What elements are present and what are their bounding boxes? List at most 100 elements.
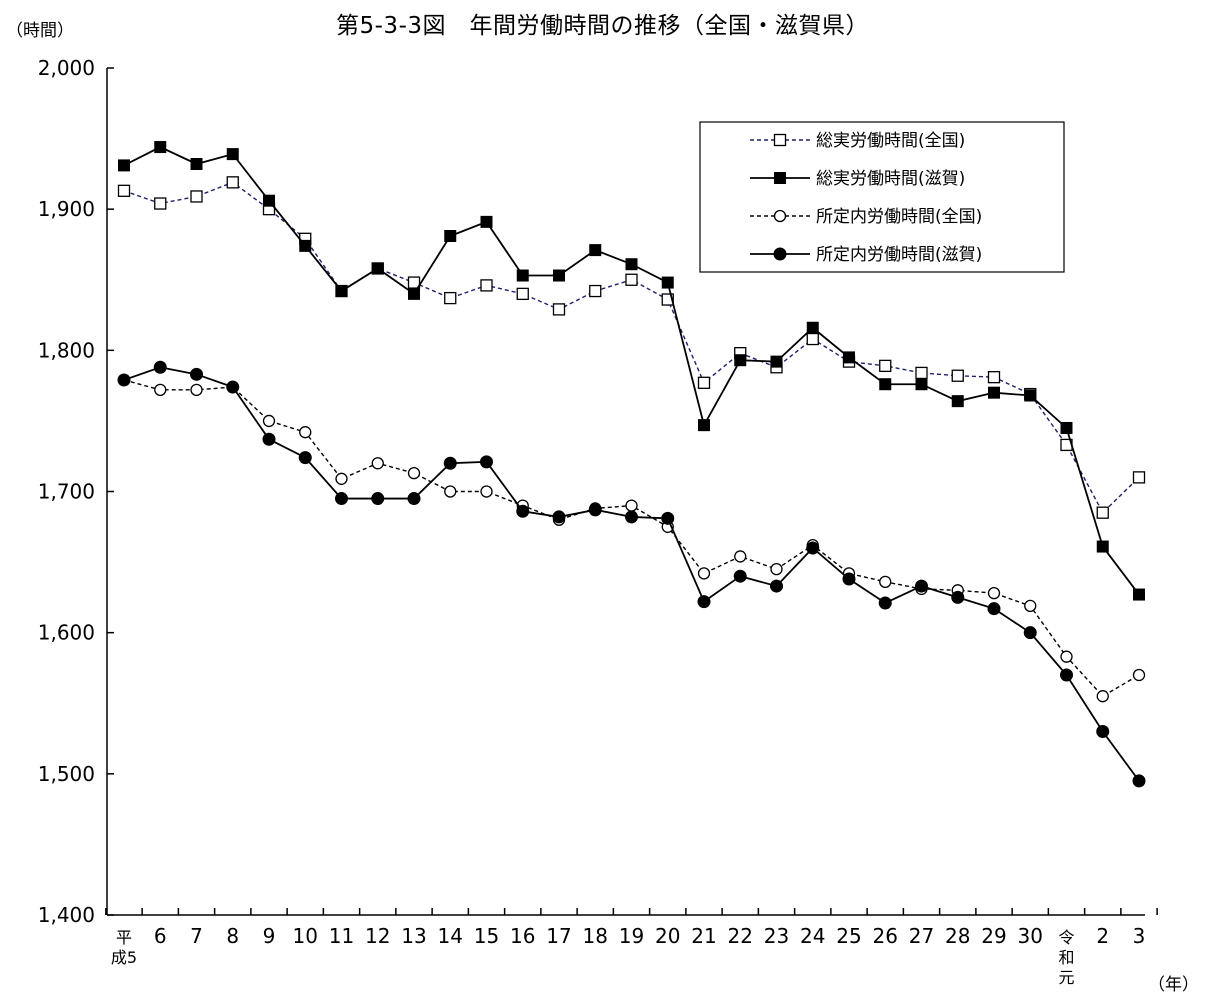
- data-point: [770, 355, 783, 368]
- x-tick-label: 18: [583, 924, 608, 948]
- data-point: [444, 229, 457, 242]
- data-point: [734, 550, 747, 563]
- data-point: [987, 371, 1001, 384]
- legend-label: 総実労働時間(全国): [816, 131, 965, 151]
- series-2: [118, 141, 1145, 601]
- x-tick-label: 2: [1096, 924, 1109, 948]
- data-point: [1024, 389, 1037, 402]
- data-point: [552, 510, 566, 524]
- data-point: [1096, 540, 1109, 553]
- data-point: [661, 511, 675, 525]
- data-point: [226, 176, 239, 189]
- data-point: [298, 451, 312, 465]
- data-point: [733, 569, 747, 583]
- data-point: [806, 321, 819, 334]
- series-4: [117, 360, 1146, 788]
- data-point: [1023, 626, 1037, 640]
- legend-marker: [773, 209, 787, 223]
- x-tick-label: 11: [329, 924, 354, 948]
- data-point: [516, 269, 529, 282]
- data-point: [1096, 724, 1110, 738]
- legend-box: [699, 121, 1065, 273]
- y-tick-label: 1,600: [38, 621, 95, 645]
- data-point: [480, 279, 493, 292]
- data-point: [444, 485, 457, 498]
- data-point: [806, 541, 820, 555]
- data-point: [987, 602, 1001, 616]
- legend-label: 所定内労働時間(滋賀): [816, 245, 982, 265]
- data-point: [988, 386, 1000, 399]
- data-point: [154, 141, 167, 154]
- legend-label: 所定内労働時間(全国): [816, 207, 982, 227]
- data-point: [697, 376, 711, 389]
- data-point: [879, 359, 892, 373]
- x-tick-label: 29: [981, 924, 1006, 948]
- data-point: [553, 269, 565, 282]
- data-point: [1133, 588, 1145, 601]
- data-point: [1132, 668, 1146, 682]
- data-point: [734, 354, 747, 367]
- data-point: [1060, 650, 1073, 663]
- x-tick-label: 28: [945, 924, 970, 948]
- data-point: [552, 303, 566, 316]
- x-tick-label: 令: [1058, 928, 1074, 947]
- legend-marker: [773, 247, 787, 261]
- data-point: [951, 590, 965, 604]
- y-tick-label: 1,900: [38, 197, 95, 221]
- data-point: [407, 492, 421, 506]
- y-axis-unit-label: （時間）: [6, 21, 74, 41]
- data-point: [589, 244, 602, 257]
- data-point: [1024, 599, 1037, 612]
- data-point: [190, 190, 203, 203]
- data-point: [408, 287, 420, 300]
- data-point: [697, 595, 711, 609]
- data-point: [190, 383, 203, 397]
- data-point: [371, 457, 384, 470]
- x-tick-label: 成5: [111, 948, 137, 967]
- series-layer: [117, 141, 1146, 788]
- data-point: [335, 492, 348, 506]
- data-point: [407, 466, 421, 480]
- data-point: [371, 262, 384, 275]
- data-point: [625, 273, 638, 286]
- data-point: [516, 287, 529, 301]
- y-tick-label: 1,800: [38, 338, 95, 362]
- data-point: [262, 432, 276, 446]
- x-tick-label: 平: [116, 928, 132, 947]
- data-point: [878, 596, 892, 610]
- x-tick-label: 10: [293, 924, 318, 948]
- x-tick-label: 30: [1018, 924, 1043, 948]
- data-point: [589, 284, 602, 298]
- data-point: [335, 472, 348, 485]
- x-tick-label: 22: [728, 924, 753, 948]
- data-point: [153, 360, 167, 374]
- x-tick-label: 15: [474, 924, 499, 948]
- data-point: [951, 369, 964, 382]
- data-point: [190, 157, 203, 170]
- data-point: [190, 367, 203, 381]
- data-point: [625, 510, 638, 524]
- data-point: [915, 579, 928, 593]
- y-ticks: 1,400 1,500 1,600 1,700 1,800 1,900 2,000: [38, 56, 114, 927]
- series-line: [123, 366, 1140, 782]
- data-point: [698, 419, 710, 432]
- data-point: [1060, 421, 1073, 434]
- data-point: [299, 239, 312, 252]
- data-point: [770, 579, 783, 593]
- data-point: [915, 366, 928, 380]
- data-point: [879, 378, 892, 391]
- x-tick-label: 6: [154, 924, 167, 948]
- legend-label: 総実労働時間(滋賀): [816, 169, 965, 189]
- y-tick-label: 1,700: [38, 480, 95, 504]
- legend-marker: [774, 172, 786, 184]
- x-tick-label: 和: [1058, 948, 1074, 967]
- data-point: [842, 572, 856, 586]
- x-tick-label: 14: [438, 924, 463, 948]
- y-tick-label: 1,400: [38, 903, 95, 927]
- data-point: [154, 383, 167, 397]
- data-point: [843, 351, 855, 364]
- x-tick-label: 25: [836, 924, 861, 948]
- y-tick-label: 2,000: [38, 56, 95, 80]
- x-tick-label: 9: [263, 924, 276, 948]
- x-tick-label: 19: [619, 924, 644, 948]
